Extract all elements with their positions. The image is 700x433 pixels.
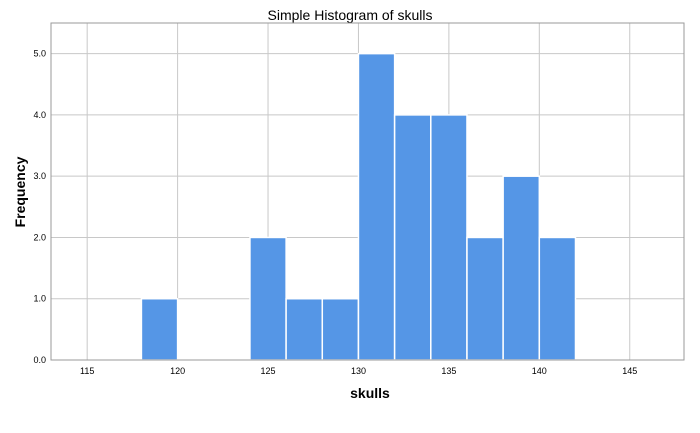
x-tick-label: 135 [441, 366, 456, 376]
y-tick-label: 2.0 [33, 232, 46, 242]
y-tick-label: 5.0 [33, 49, 46, 59]
x-tick-label: 145 [622, 366, 637, 376]
x-tick-label: 115 [80, 366, 94, 376]
bars [140, 52, 577, 361]
plot-frame [50, 22, 685, 361]
x-tick-label: 140 [532, 366, 547, 376]
histogram-bar [502, 175, 541, 361]
x-tick-label: 130 [351, 366, 366, 376]
histogram-bar [430, 114, 468, 361]
chart-title: Simple Histogram of skulls [268, 7, 433, 23]
histogram-bar [357, 52, 396, 361]
x-tick-label: 120 [170, 366, 185, 376]
histogram-bar [140, 297, 179, 361]
histogram-bar [466, 236, 504, 361]
y-tick-label: 1.0 [33, 294, 46, 304]
y-tick-label: 4.0 [33, 110, 46, 120]
histogram-bar [321, 297, 360, 361]
tick-labels: 115 120 125 130 135 140 145 0.0 1.0 2.0 3.0 4.0 5.0 [33, 49, 637, 376]
y-tick-label: 0.0 [33, 355, 46, 365]
y-axis-label: Frequency [12, 156, 28, 227]
y-tick-label: 3.0 [33, 171, 46, 181]
x-axis-label: skulls [350, 385, 390, 401]
x-tick-label: 125 [261, 366, 276, 376]
histogram-bar [538, 236, 577, 361]
histogram-bar [393, 114, 432, 361]
histogram-bar [285, 297, 324, 361]
histogram-bar [249, 236, 287, 361]
